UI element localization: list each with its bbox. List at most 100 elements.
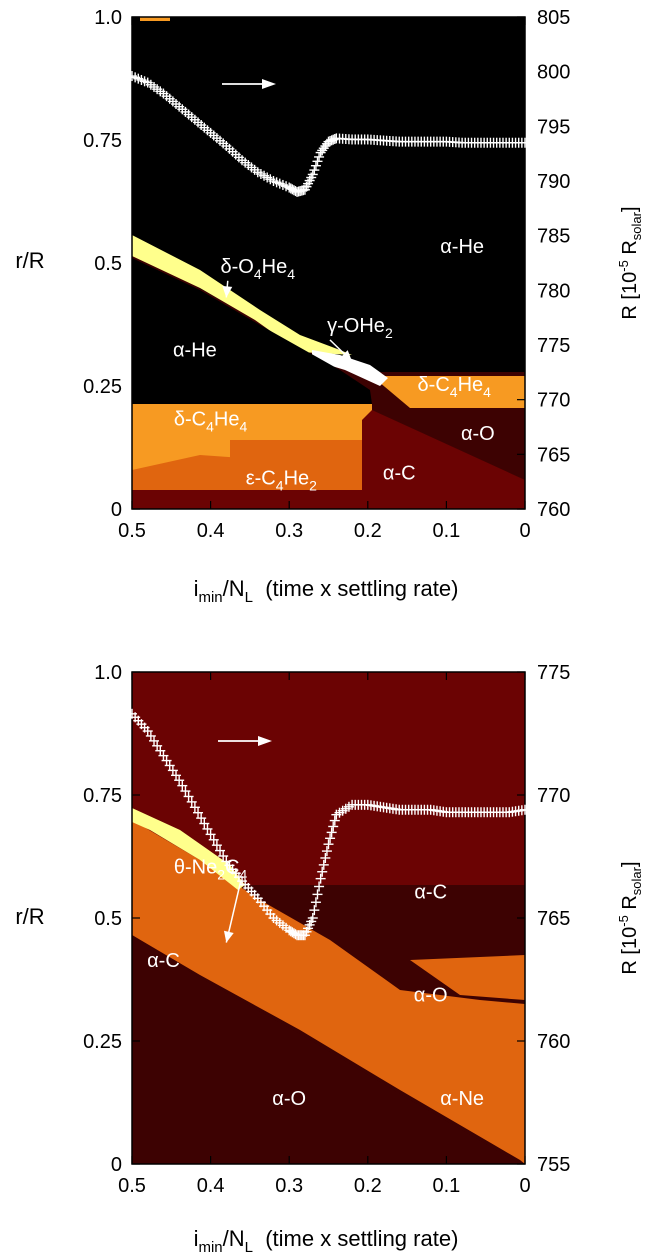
radius-marker	[325, 833, 336, 844]
y2-tick-label: 765	[537, 444, 570, 466]
radius-marker	[199, 818, 210, 829]
radius-marker	[218, 851, 229, 862]
panel-1-annotations: δ-O4He4 γ-OHe2 δ-C4He4 ε-C4He2 δ-C4He4	[174, 256, 491, 494]
panel-1-direction-arrow	[222, 79, 276, 89]
y2-tick-label: 800	[537, 62, 570, 84]
x-tick-label: 0	[519, 1175, 530, 1197]
radius-marker	[307, 913, 318, 923]
region-label: α-O	[414, 985, 448, 1007]
phase-annotation: γ-OHe2	[327, 315, 393, 341]
radius-marker	[326, 827, 337, 838]
y-tick-label: 0.5	[94, 908, 122, 930]
radius-marker	[205, 829, 216, 840]
y-tick-label: 0.25	[83, 376, 122, 398]
y-tick-label: 0.25	[83, 1031, 122, 1053]
radius-marker	[317, 866, 328, 877]
x-tick-label: 0.3	[275, 1175, 303, 1197]
region-eps-c4he2-mid	[230, 440, 362, 490]
region-label: α-O	[461, 423, 495, 445]
radius-marker	[520, 137, 530, 148]
x-tick-label: 0.1	[432, 1175, 460, 1197]
y2-tick-label: 760	[537, 499, 570, 521]
radius-marker	[180, 786, 191, 797]
y-tick-label: 0	[111, 1154, 122, 1176]
x-tick-label: 0.2	[354, 520, 382, 542]
y2-tick-label: 755	[537, 1154, 570, 1176]
radius-marker	[520, 804, 530, 815]
phase-annotation: θ-Ne2C4	[174, 857, 248, 883]
y2-tick-label: 760	[537, 1031, 570, 1053]
y2-tick-label: 770	[537, 390, 570, 412]
panel-2-right-axis-label: R [10-5 Rsolar]	[616, 861, 644, 974]
x-tick-label: 0.5	[118, 520, 146, 542]
region-label: α-Ne	[440, 1088, 484, 1110]
x-tick-label: 0.5	[118, 1175, 146, 1197]
radius-marker	[307, 169, 318, 180]
x-tick-label: 0.3	[275, 520, 303, 542]
region-alpha-c	[362, 410, 525, 509]
radius-marker	[314, 881, 325, 892]
radius-marker	[309, 165, 320, 176]
phase-annotation: ε-C4He2	[246, 467, 317, 493]
panel-1-region-labels: α-He α-He α-O α-C	[173, 236, 495, 484]
panel-1: 0.5 0.4 0.3 0.2 0.1 0 0 0.25 0.5 0.75 1.0 760 765 770…	[15, 7, 644, 606]
y2-tick-label: 775	[537, 335, 570, 357]
x-tick-label: 0.1	[432, 520, 460, 542]
y2-tick-label: 780	[537, 280, 570, 302]
region-gamma-ohe2	[312, 350, 388, 386]
annotation-arrowhead	[223, 930, 234, 943]
region-theta-ne2c4	[132, 808, 245, 890]
radius-marker	[329, 815, 340, 826]
panel-2-annotations: θ-Ne2C4	[174, 857, 248, 943]
region-dark-bottom-strip	[132, 490, 362, 509]
radius-marker	[314, 151, 325, 162]
radius-marker	[309, 905, 320, 916]
region-delta-c4he4-small-top	[140, 17, 170, 21]
region-label: α-He	[173, 339, 217, 361]
radius-marker	[315, 873, 326, 884]
region-alpha-ne	[132, 820, 525, 1164]
region-label: α-He	[440, 236, 484, 258]
radius-marker	[320, 852, 331, 863]
radius-marker	[208, 834, 219, 845]
panel-2: 0.5 0.4 0.3 0.2 0.1 0 0 0.25 0.5 0.75 1.0 755 760 765…	[15, 662, 644, 1256]
y-tick-label: 0.75	[83, 785, 122, 807]
x-tick-label: 0.2	[354, 1175, 382, 1197]
region-alpha-he-lower-left	[132, 258, 372, 404]
y-tick-label: 0.5	[94, 253, 122, 275]
region-label: α-O	[272, 1088, 306, 1110]
region-label: α-C	[147, 950, 180, 972]
radius-marker	[310, 160, 321, 171]
radius-marker	[174, 775, 185, 786]
panel-2-x-axis-label: imin/NL (time x settling rate)	[194, 1226, 459, 1256]
radius-marker	[186, 796, 197, 807]
region-label: α-C	[383, 462, 416, 484]
y2-tick-label: 805	[537, 7, 570, 29]
y2-tick-label: 795	[537, 116, 570, 138]
radius-marker	[318, 859, 329, 870]
y-tick-label: 0.75	[83, 130, 122, 152]
radius-marker	[211, 840, 222, 851]
y2-tick-label: 765	[537, 908, 570, 930]
region-alpha-ne-wedge	[410, 955, 525, 1000]
panel-2-phase-map	[132, 672, 525, 1164]
panel-1-phase-map	[132, 17, 525, 509]
panel-1-radius-series	[127, 71, 530, 197]
x-tick-label: 0	[519, 520, 530, 542]
region-delta-c4he4-right	[372, 376, 525, 408]
y-tick-label: 0	[111, 499, 122, 521]
radius-marker	[189, 802, 200, 813]
radius-marker	[215, 845, 226, 856]
radius-marker	[312, 889, 323, 900]
y-tick-label: 1.0	[94, 7, 122, 29]
radius-marker	[312, 156, 323, 167]
y2-tick-label: 785	[537, 226, 570, 248]
panel-2-y-axis-label: r/R	[15, 904, 44, 929]
region-label: α-C	[414, 881, 447, 903]
region-alpha-o-lower-left	[132, 935, 520, 1164]
radius-marker	[310, 897, 321, 908]
panel-2-region-labels: α-C α-C α-O α-O α-Ne	[147, 881, 484, 1110]
phase-annotation: δ-C4He4	[174, 408, 248, 434]
panel-1-y-axis-label: r/R	[15, 248, 44, 273]
